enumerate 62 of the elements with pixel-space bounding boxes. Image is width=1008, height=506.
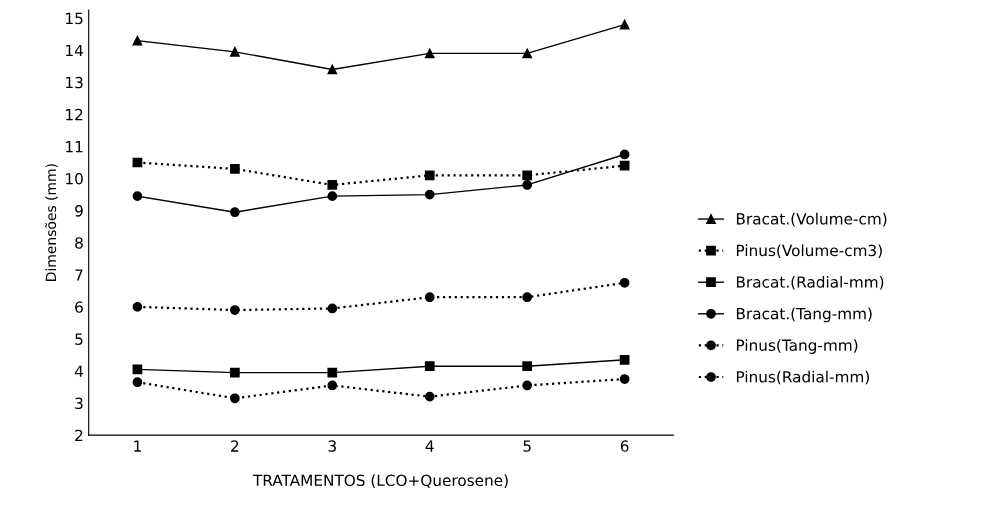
point: [522, 48, 533, 59]
point: [230, 305, 240, 315]
legend-label: Pinus(Radial-mm): [736, 370, 869, 385]
point: [619, 19, 630, 30]
point: [327, 64, 338, 75]
y-tick-label: 13: [66, 76, 83, 89]
point: [230, 367, 240, 378]
point: [424, 361, 435, 372]
x-axis-title: TRATAMENTOS (LCO+Querosene): [252, 474, 508, 488]
point: [424, 189, 435, 200]
point: [619, 149, 630, 160]
x-tick-label: 5: [523, 440, 531, 452]
legend-label: Pinus(Volume-cm3): [736, 244, 882, 258]
y-tick-label: 14: [66, 44, 83, 57]
point: [424, 170, 435, 181]
point: [327, 191, 338, 202]
x-tick-label: 2: [231, 440, 239, 452]
y-tick-label: 11: [66, 141, 83, 153]
point: [619, 277, 630, 288]
x-tick-label: 4: [425, 440, 434, 452]
y-tick-label: 9: [75, 205, 83, 217]
legend-label: Bracat.(Radial-mm): [736, 275, 884, 290]
point: [230, 46, 240, 57]
y-tick-label: 10: [66, 173, 83, 185]
x-tick-label: 3: [328, 440, 336, 452]
legend-label: Pinus(Tang-mm): [736, 339, 858, 354]
point: [424, 292, 435, 303]
point: [132, 377, 143, 388]
point: [327, 180, 338, 190]
point: [327, 367, 338, 378]
point: [619, 160, 630, 171]
y-tick-label: 3: [75, 397, 83, 410]
point: [522, 361, 533, 372]
point: [619, 354, 630, 365]
point: [424, 48, 435, 59]
point: [132, 301, 143, 312]
y-tick-label: 8: [75, 237, 83, 249]
point: [230, 393, 240, 404]
y-tick-label: 12: [66, 108, 83, 121]
point: [522, 292, 533, 303]
point: [424, 391, 435, 402]
y-tick-label: 15: [66, 12, 83, 25]
point: [132, 35, 143, 46]
y-axis-title: Dimensões (mm): [45, 164, 58, 281]
y-tick-label: 2: [75, 429, 83, 441]
point: [230, 164, 240, 174]
y-tick-label: 5: [75, 333, 83, 345]
point: [619, 374, 630, 384]
point: [522, 180, 533, 190]
y-tick-label: 7: [75, 269, 83, 281]
point: [327, 380, 338, 391]
x-tick-label: 6: [620, 440, 629, 452]
point: [327, 303, 338, 314]
legend-label: Bracat.(Volume-cm): [736, 212, 887, 227]
point: [522, 170, 533, 181]
x-tick-label: 1: [134, 440, 141, 452]
point: [522, 380, 533, 391]
legend-label: Bracat.(Tang-mm): [736, 307, 872, 323]
y-tick-label: 4: [74, 365, 83, 377]
y-tick-label: 6: [75, 301, 83, 313]
point: [230, 207, 240, 218]
point: [132, 191, 143, 202]
